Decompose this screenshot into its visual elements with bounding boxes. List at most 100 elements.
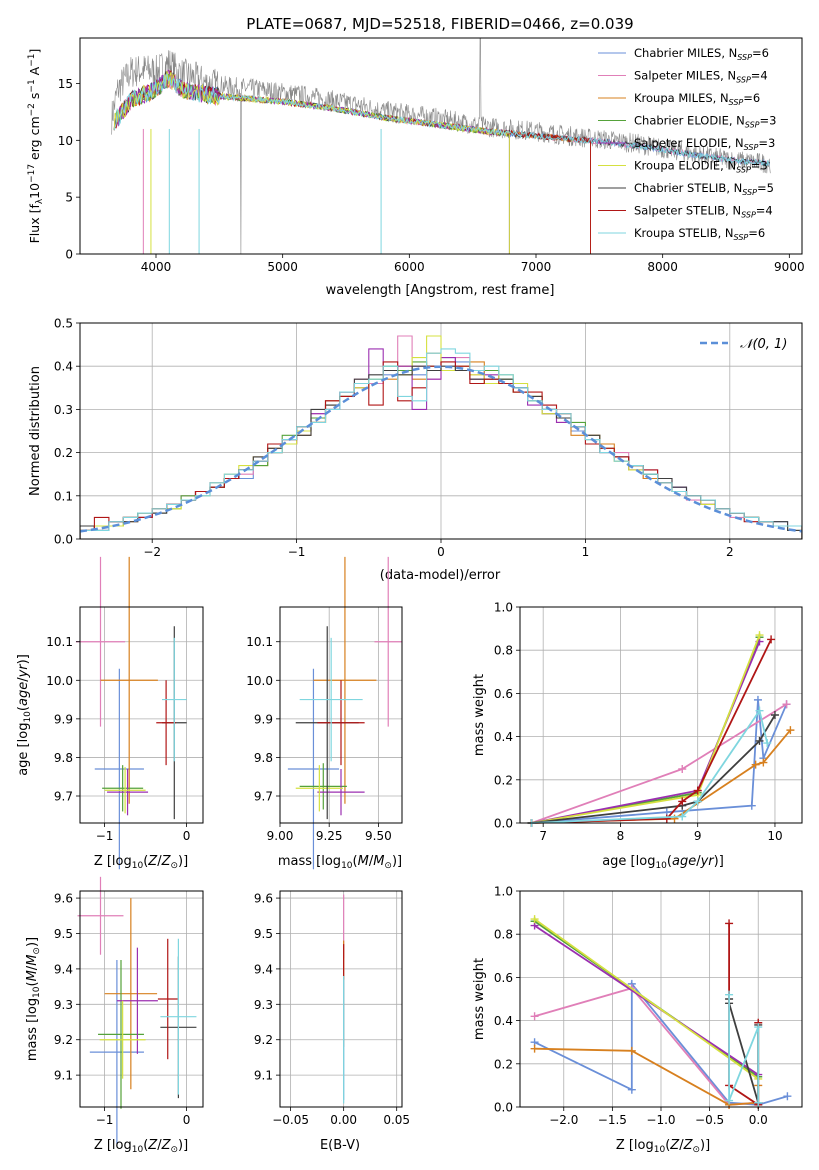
age-weight-axes: 7 8 9 10 0.0 0.2 0.4 0.6 0.8 1.0 xyxy=(494,601,803,843)
residuals-ytick-label: 0.4 xyxy=(54,360,73,374)
spectrum-axes: 4000 5000 6000 7000 8000 9000 0 5 10 15 xyxy=(58,37,805,274)
mass-age-ytick-label: 10.0 xyxy=(246,674,273,688)
z-age-xtick-label: −1 xyxy=(96,829,114,843)
weight-marker xyxy=(530,1044,539,1053)
figure-title: PLATE=0687, MJD=52518, FIBERID=0466, z=0… xyxy=(246,15,633,33)
mass-age-ytick-label: 10.1 xyxy=(246,635,273,649)
spectrum-ytick-label: 15 xyxy=(58,77,73,91)
errorbar-chabrier-elodie xyxy=(98,960,144,1109)
errorbar-kroupa-stelib xyxy=(162,637,187,762)
z-mass-grid xyxy=(80,891,203,1107)
z-weight-xtick-label: −1.0 xyxy=(646,1113,675,1127)
errorbar-chabrier-elodie xyxy=(102,765,144,812)
spectrum-xtick-label: 6000 xyxy=(394,260,425,274)
residuals-xtick-label: 0 xyxy=(437,545,445,559)
errorbar-salpeter-elodie xyxy=(107,769,149,816)
z-mass-plot xyxy=(77,876,197,1145)
z-mass-ytick-label: 9.5 xyxy=(54,927,73,941)
weight-marker xyxy=(754,1023,763,1032)
z-age-grid xyxy=(80,607,203,823)
weight-marker xyxy=(530,915,539,924)
residuals-xlabel: (data-model)/error xyxy=(380,568,501,583)
z-age-axes: −1 0 9.7 9.8 9.9 10.0 10.1 xyxy=(46,556,204,870)
histogram-kroupa-stelib xyxy=(80,348,802,539)
z-mass-spines xyxy=(79,890,204,1108)
mass-age-ytick-label: 9.9 xyxy=(254,712,273,726)
weight-marker xyxy=(725,1096,734,1105)
weight-marker xyxy=(763,739,772,748)
errorbar-kroupa-elodie xyxy=(99,1000,146,1079)
weight-marker xyxy=(755,631,764,640)
weight-marker xyxy=(754,1098,763,1107)
weight-marker xyxy=(678,812,687,821)
legend-sub: SSP xyxy=(729,98,744,107)
z-weight-ylabel: mass weight xyxy=(472,958,487,1040)
legend-num: =6 xyxy=(743,91,760,105)
z-weight-axes: −2.0 −1.5 −1.0 −0.5 0.0 0.0 0.2 0.4 0.6 0.8 1.0 xyxy=(494,885,803,1127)
z-age-ytick-label: 9.8 xyxy=(54,751,73,765)
ebv-mass-axes: −0.05 0.00 0.05 9.1 9.2 9.3 9.4 9.5 9.6 xyxy=(254,890,410,1127)
z-weight-xtick-label: 0.0 xyxy=(749,1113,768,1127)
legend-sub: SSP xyxy=(734,233,749,242)
ebv-mass-ytick-label: 9.1 xyxy=(254,1069,273,1083)
weight-marker xyxy=(786,726,795,735)
legend-label: Chabrier ELODIE, NSSP=3 xyxy=(634,114,776,130)
z-weight-ytick-label: 0.6 xyxy=(494,971,513,985)
legend-num: =5 xyxy=(757,181,774,195)
spectrum-model-kroupa-stelib xyxy=(113,73,771,167)
z-age-ytick-label: 10.1 xyxy=(46,635,73,649)
errorbar-salpeter-stelib xyxy=(156,680,176,766)
z-age-plot xyxy=(75,556,187,870)
z-age-ytick-label: 9.9 xyxy=(54,712,73,726)
z-weight-ytick-label: 0.0 xyxy=(494,1101,513,1115)
z-mass-ytick-label: 9.6 xyxy=(54,892,73,906)
errorbar-kroupa-stelib xyxy=(160,938,197,1095)
age-weight-frame: 7 8 9 10 0.0 0.2 0.4 0.6 0.8 1.0 xyxy=(494,601,803,843)
errorbar-kroupa-miles xyxy=(104,898,158,1090)
z-weight-xlabel: Z [log10(Z/Z⊙)] xyxy=(616,1138,710,1155)
age-weight-ytick-label: 0.0 xyxy=(494,817,513,831)
legend-num: =4 xyxy=(756,204,773,218)
spectrum-xtick-label: 4000 xyxy=(141,260,172,274)
z-mass-frame: −1 0 9.1 9.2 9.3 9.4 9.5 9.6 xyxy=(54,890,204,1127)
weight-marker xyxy=(693,797,702,806)
weight-marker xyxy=(753,695,762,704)
age-weight-ytick-label: 0.2 xyxy=(494,773,513,787)
z-mass-xtick-label: 0 xyxy=(183,1113,191,1127)
ebv-mass-xtick-label: 0.00 xyxy=(330,1113,357,1127)
z-weight-ytick-label: 0.2 xyxy=(494,1057,513,1071)
ebv-mass-ytick-label: 9.2 xyxy=(254,1033,273,1047)
weight-marker xyxy=(747,801,756,810)
residuals-ytick-label: 0.3 xyxy=(54,403,73,417)
spectrum-spines xyxy=(79,37,803,255)
residuals-xtick-label: 2 xyxy=(726,545,734,559)
spectrum-xtick-label: 5000 xyxy=(267,260,298,274)
age-weight-xtick-label: 8 xyxy=(617,829,625,843)
mass-age-xtick-label: 9.50 xyxy=(365,829,392,843)
residuals-ytick-label: 0.2 xyxy=(54,446,73,460)
z-mass-axes: −1 0 9.1 9.2 9.3 9.4 9.5 9.6 xyxy=(54,876,204,1145)
legend-label: Salpeter STELIB, NSSP=4 xyxy=(634,204,773,220)
mass-age-plot xyxy=(287,556,402,870)
weight-marker xyxy=(530,1012,539,1021)
errorbar-chabrier-miles xyxy=(94,668,144,870)
z-mass-ylabel: mass [log10(M/M⊙)] xyxy=(25,937,42,1061)
legend-label: Chabrier STELIB, NSSP=5 xyxy=(634,181,774,197)
z-weight-xtick-label: −1.5 xyxy=(598,1113,627,1127)
mass-age-xlabel: mass [log10(M/M⊙)] xyxy=(278,854,402,871)
z-weight-xtick-label: −2.0 xyxy=(549,1113,578,1127)
age-weight-spines xyxy=(519,606,803,824)
spectrum-xtick-label: 9000 xyxy=(774,260,805,274)
age-weight-ytick-label: 0.6 xyxy=(494,687,513,701)
residuals-plot xyxy=(80,335,802,539)
spectrum-xtick-label: 8000 xyxy=(647,260,678,274)
residuals-xtick-label: −1 xyxy=(288,545,306,559)
weight-marker xyxy=(782,700,791,709)
age-weight-ylabel: mass weight xyxy=(472,674,487,756)
ebv-mass-xtick-label: 0.05 xyxy=(383,1113,410,1127)
weight-marker xyxy=(678,765,687,773)
weight-marker xyxy=(678,797,687,806)
z-mass-ytick-label: 9.4 xyxy=(54,962,73,976)
spectrum-ytick-label: 0 xyxy=(65,248,73,262)
